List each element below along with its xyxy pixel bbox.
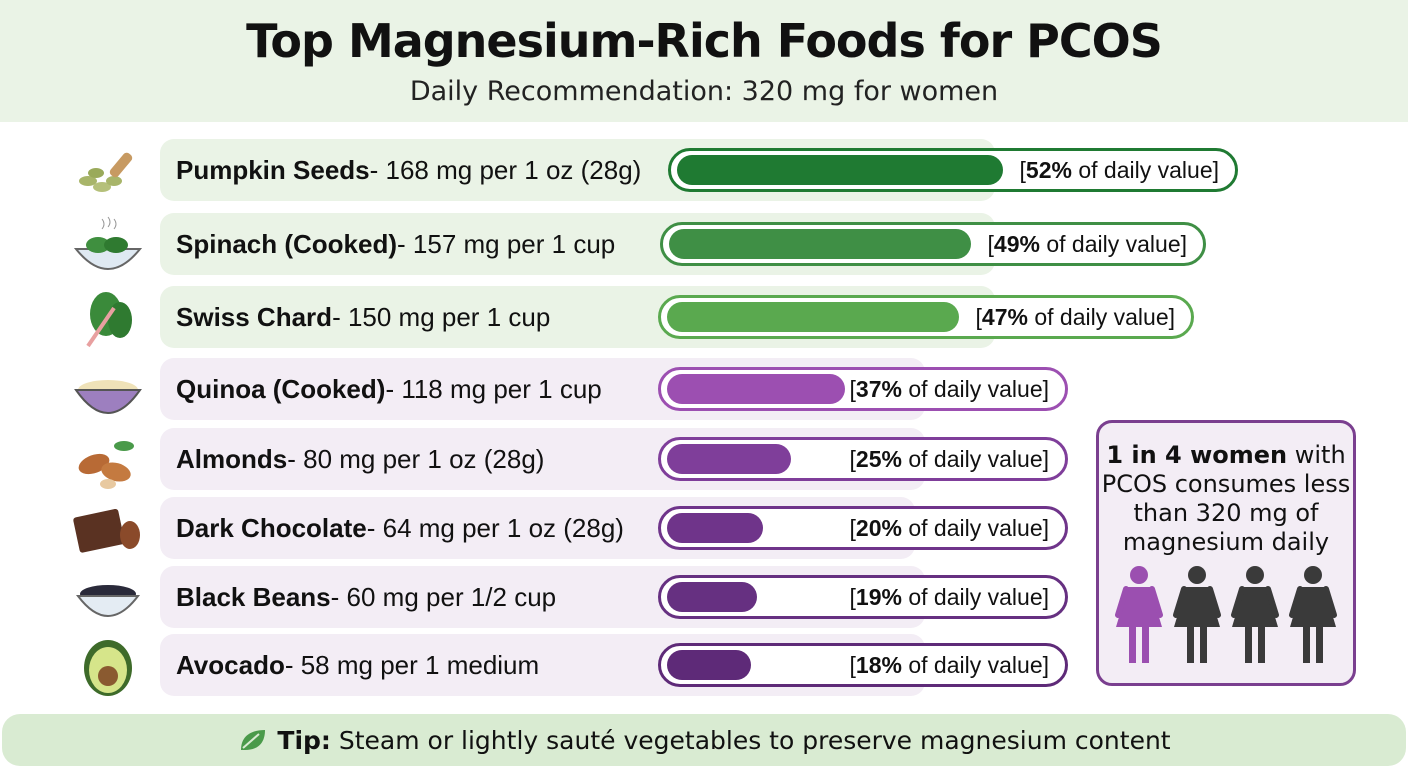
- percent-label: [47% of daily value]: [975, 303, 1175, 330]
- bar-fill: [669, 229, 971, 259]
- food-detail: - 157 mg per 1 cup: [397, 228, 616, 259]
- percent-label: [20% of daily value]: [849, 514, 1049, 541]
- header: Top Magnesium-Rich Foods for PCOS Daily …: [0, 0, 1408, 122]
- bar-fill: [667, 582, 757, 612]
- percent-label: [18% of daily value]: [849, 651, 1049, 678]
- food-detail: - 150 mg per 1 cup: [332, 301, 551, 332]
- food-detail: - 118 mg per 1 cup: [385, 373, 602, 404]
- pumpkin-seeds-icon: [79, 152, 133, 192]
- food-row: Swiss Chard - 150 mg per 1 cup [47% of d…: [0, 286, 1194, 348]
- bar-track: [52% of daily value]: [668, 148, 1238, 192]
- leaf-icon: [241, 730, 266, 750]
- food-name: Spinach (Cooked): [176, 228, 398, 259]
- food-row: Pumpkin Seeds - 168 mg per 1 oz (28g) [5…: [0, 139, 1238, 201]
- food-row: Quinoa (Cooked) - 118 mg per 1 cup [37% …: [0, 358, 1090, 420]
- percent-label: [25% of daily value]: [849, 445, 1049, 472]
- bar-track: [49% of daily value]: [660, 222, 1206, 266]
- food-name: Almonds: [176, 443, 288, 474]
- food-detail: - 60 mg per 1/2 cup: [330, 581, 557, 612]
- bar-track: [37% of daily value]: [658, 367, 1068, 411]
- food-row: Dark Chocolate - 64 mg per 1 oz (28g) [2…: [0, 497, 1090, 559]
- food-detail: - 64 mg per 1 oz (28g): [366, 512, 624, 543]
- woman-icon: [1231, 566, 1279, 663]
- stat-text: 1 in 4 women with PCOS consumes less tha…: [1101, 441, 1351, 556]
- bar-fill: [667, 444, 791, 474]
- food-name: Swiss Chard: [176, 301, 333, 332]
- bar-fill: [667, 374, 845, 404]
- bar-fill: [667, 302, 959, 332]
- woman-icon: [1289, 566, 1337, 663]
- food-detail: - 58 mg per 1 medium: [284, 649, 540, 680]
- bar-track: [47% of daily value]: [658, 295, 1194, 339]
- bar-track: [18% of daily value]: [658, 643, 1068, 687]
- food-detail: - 80 mg per 1 oz (28g): [287, 443, 545, 474]
- percent-label: [52% of daily value]: [1019, 156, 1219, 183]
- page-title: Top Magnesium-Rich Foods for PCOS: [246, 14, 1163, 68]
- percent-label: [49% of daily value]: [987, 230, 1187, 257]
- spinach-bowl-icon: [73, 216, 143, 270]
- food-row: Spinach (Cooked) - 157 mg per 1 cup [49%…: [0, 213, 1206, 275]
- bar-fill: [667, 513, 763, 543]
- food-name: Black Beans: [176, 581, 331, 612]
- percent-label: [37% of daily value]: [849, 375, 1049, 402]
- food-row: Almonds - 80 mg per 1 oz (28g) [25% of d…: [0, 428, 1090, 490]
- food-name: Dark Chocolate: [176, 512, 367, 543]
- woman-icon: [1115, 566, 1163, 663]
- quinoa-bowl-icon: [74, 380, 142, 414]
- almonds-icon: [78, 441, 134, 489]
- bar-track: [19% of daily value]: [658, 575, 1068, 619]
- black-beans-icon: [75, 585, 141, 617]
- bar-fill: [677, 155, 1003, 185]
- food-detail: - 168 mg per 1 oz (28g): [369, 154, 642, 185]
- woman-icon: [1173, 566, 1221, 663]
- food-name: Pumpkin Seeds: [176, 154, 370, 185]
- women-icons: [1099, 565, 1353, 665]
- dark-chocolate-icon: [73, 508, 140, 553]
- bar-track: [20% of daily value]: [658, 506, 1068, 550]
- food-name: Quinoa (Cooked): [176, 373, 386, 404]
- food-row: Black Beans - 60 mg per 1/2 cup [19% of …: [0, 566, 1090, 628]
- stat-box: 1 in 4 women with PCOS consumes less tha…: [1096, 420, 1356, 686]
- page-subtitle: Daily Recommendation: 320 mg for women: [409, 76, 999, 107]
- food-row: Avocado - 58 mg per 1 medium [18% of dai…: [0, 634, 1090, 696]
- bar-fill: [667, 650, 751, 680]
- bar-track: [25% of daily value]: [658, 437, 1068, 481]
- swiss-chard-icon: [86, 292, 132, 348]
- tip-banner: Tip: Steam or lightly sauté vegetables t…: [2, 714, 1406, 766]
- percent-label: [19% of daily value]: [849, 583, 1049, 610]
- food-name: Avocado: [176, 649, 285, 680]
- avocado-icon: [84, 640, 132, 696]
